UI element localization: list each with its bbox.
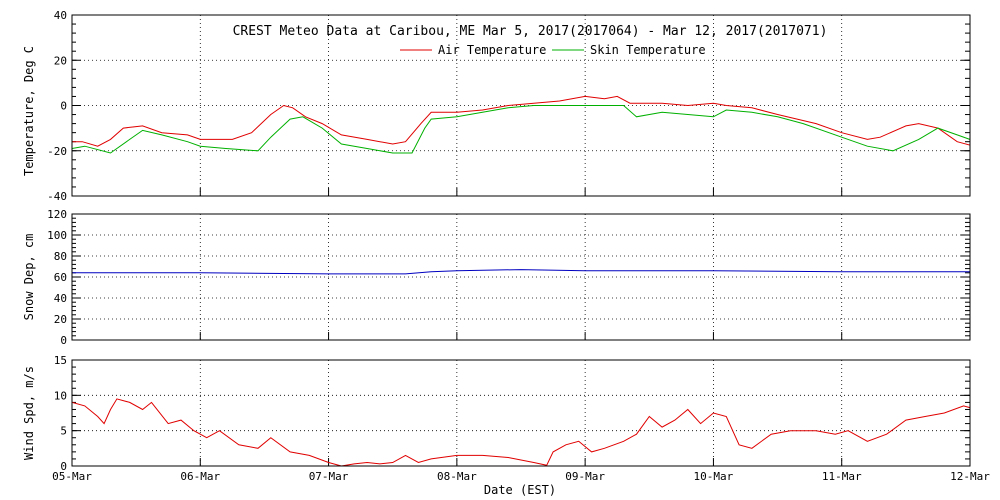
legend-label-skin-temperature: Skin Temperature [590, 43, 706, 57]
x-tick-label: 05-Mar [52, 470, 92, 483]
series-line-snow_depth-0 [72, 269, 970, 275]
plot-frame [71, 14, 971, 197]
y-tick-label: 100 [47, 229, 67, 242]
x-axis: 05-Mar 06-Mar 07-Mar 08-Mar 09-Mar 10-Mar 11-M… [52, 470, 990, 483]
y-axis-title-snow-depth: Snow Dep, cm [22, 234, 36, 321]
x-tick-label: 10-Mar [694, 470, 734, 483]
y-tick-label: 80 [54, 250, 67, 263]
y-axis-title-temperature: Temperature, Deg C [22, 46, 36, 176]
series-line-temperature-1 [72, 105, 970, 154]
x-tick-label: 07-Mar [309, 470, 349, 483]
y-axis-title-wind-speed: Wind Spd, m/s [22, 366, 36, 460]
y-tick-label: 20 [54, 54, 67, 67]
x-tick-label: 06-Mar [180, 470, 220, 483]
y-tick-label: 5 [60, 425, 67, 438]
y-tick-label: 15 [54, 354, 67, 367]
wind-speed-panel: 0 5 10 15 [54, 354, 971, 473]
x-tick-label: 08-Mar [437, 470, 477, 483]
legend: Air Temperature Skin Temperature [400, 43, 706, 57]
snow-depth-panel: 0 20 40 60 80 100 120 [47, 208, 971, 347]
legend-label-air-temperature: Air Temperature [438, 43, 546, 57]
y-tick-label: 10 [54, 389, 67, 402]
x-tick-label: 11-Mar [822, 470, 862, 483]
chart-title: CREST Meteo Data at Caribou, ME Mar 5, 2… [233, 24, 828, 39]
y-tick-label: 40 [54, 9, 67, 22]
x-tick-label: 09-Mar [565, 470, 605, 483]
plot-frame [71, 213, 971, 341]
y-tick-label: -40 [47, 190, 67, 203]
x-axis-title: Date (EST) [484, 483, 556, 497]
y-tick-label: 60 [54, 271, 67, 284]
plot-frame [71, 359, 971, 467]
temperature-panel: -40 -20 0 20 40 [47, 9, 971, 203]
y-tick-label: 20 [54, 313, 67, 326]
y-tick-label: 40 [54, 292, 67, 305]
y-tick-label: 0 [60, 334, 67, 347]
y-tick-label: 0 [60, 100, 67, 113]
y-tick-label: -20 [47, 145, 67, 158]
x-tick-label: 12-Mar [950, 470, 990, 483]
y-tick-label: 0 [60, 460, 67, 473]
series-line-temperature-0 [72, 95, 970, 147]
series-line-wind_speed-0 [72, 398, 970, 466]
y-tick-label: 120 [47, 208, 67, 221]
